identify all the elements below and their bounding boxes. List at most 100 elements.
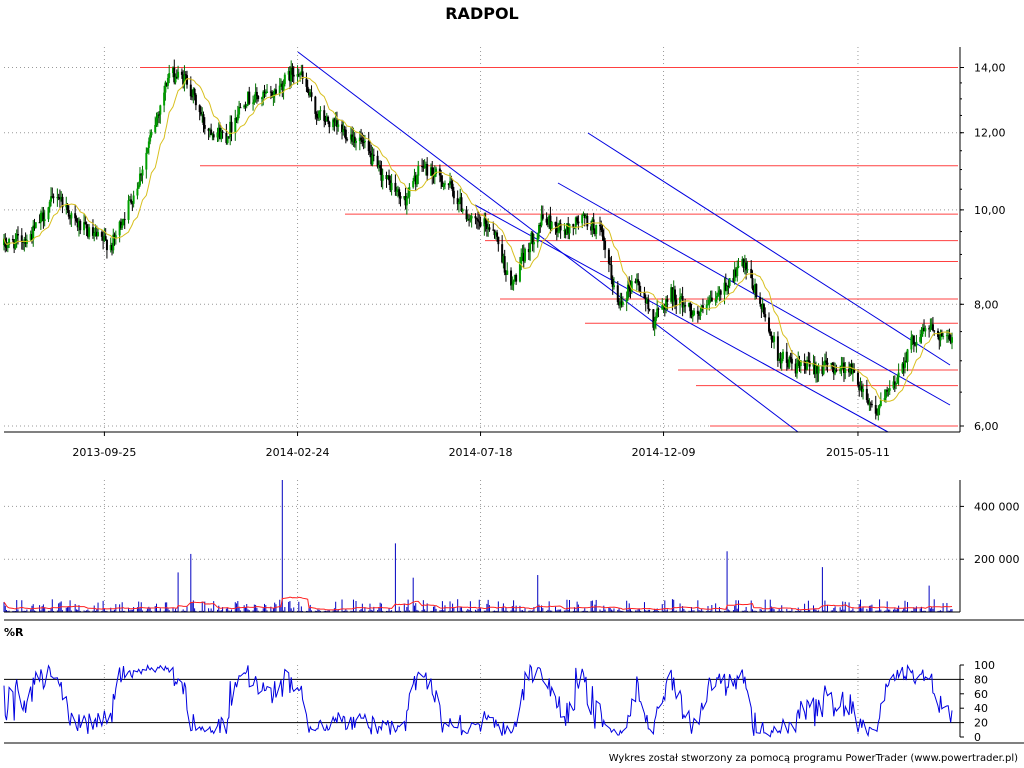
price-candle-body [147,141,150,148]
price-candle-body [334,120,337,123]
price-candle-body [245,104,248,106]
price-candle-body [741,259,744,267]
price-candle-body [812,362,815,367]
price-candle-body [834,369,837,374]
price-candle-body [557,231,560,233]
price-candle-body [794,363,797,374]
price-candle-body [621,302,624,305]
price-candle-body [609,263,612,265]
price-candle-body [102,236,105,241]
price-candle-body [727,285,730,287]
price-candle-body [860,386,863,392]
price-candle-body [515,274,518,282]
price-candle-body [154,124,157,133]
price-candle-body [342,129,345,133]
price-candle-body [646,299,649,304]
price-candle-body [752,288,755,293]
price-candle-body [280,83,283,86]
price-candle-body [733,269,736,282]
price-candle-body [920,333,923,338]
price-candle-body [67,210,70,217]
price-candle-body [910,337,913,350]
price-candle-body [310,92,313,97]
price-candle-body [363,140,366,143]
price-candle-body [826,362,829,365]
price-candle-body [626,284,629,299]
price-candle-body [884,390,887,399]
price-candle-body [469,218,472,221]
price-candle-body [527,248,530,253]
price-candle-body [414,175,417,185]
price-candle-body [433,174,436,178]
price-candle-body [291,67,294,75]
price-candle-body [417,166,420,176]
price-candle-body [830,363,833,365]
price-candle-body [217,127,220,133]
price-candle-body [301,71,304,79]
price-candle-body [158,114,161,116]
price-candle-body [372,154,375,156]
price-candle-body [483,218,486,227]
price-candle-body [625,298,628,303]
price-candle-body [33,225,36,228]
price-candle-body [867,400,870,405]
price-candle-body [742,259,745,269]
price-candle-body [496,232,499,237]
price-candle-body [325,116,328,122]
price-candle-body [806,360,809,370]
price-candle-body [530,232,533,243]
price-candle-body [355,140,358,143]
price-candle-body [545,218,548,223]
price-candle-body [429,167,432,176]
price-candle-body [497,236,500,245]
price-candle-body [897,372,900,378]
price-candle-body [701,305,704,309]
price-candle-body [522,252,525,262]
price-candle-body [403,196,406,199]
price-trend-line [587,132,951,366]
price-candle-body [324,120,327,122]
price-candle-body [511,284,514,286]
price-candle-body [341,124,344,133]
volume-average [3,596,953,611]
price-candle-body [813,362,816,375]
price-candle-body [865,388,868,401]
price-candle-body [468,219,471,221]
price-candle-body [682,305,685,308]
price-candle-body [470,216,473,219]
price-candle-body [112,234,115,251]
price-candle-body [634,281,637,284]
price-candle-body [595,225,598,235]
price-candle-body [501,244,504,263]
williams-r-y-tick-label: 40 [974,702,988,715]
price-candle-body [567,223,570,234]
price-candle-body [132,195,135,204]
price-candle-body [524,248,527,262]
price-candle-body [130,199,133,203]
price-candle-body [591,219,594,231]
price-candle-body [191,96,194,98]
price-trend-line [297,51,799,433]
price-candle-body [398,189,401,197]
price-candle-body [607,249,610,264]
price-candle-body [243,105,246,108]
price-candle-body [529,242,532,253]
price-candle-body [849,363,852,373]
price-candle-body [493,229,496,236]
price-candle-body [554,221,557,226]
price-candle-body [574,217,577,228]
volume-y-axis: 400 000 200 000 [4,480,1024,621]
footer-credit: Wykres został stworzony za pomocą progra… [609,753,1018,764]
price-candle-body [638,282,641,292]
price-candle-body [656,308,659,317]
price-candle-body [360,137,363,140]
price-candle-body [719,290,722,295]
williams-r-y-tick-label: 100 [974,659,995,672]
price-candle-body [91,227,94,236]
price-candle-body [874,405,877,414]
price-candle-body [238,107,241,115]
price-candle-body [371,154,374,165]
price-candle-body [803,360,806,367]
price-grid [4,47,960,432]
price-candle-body [465,209,468,220]
